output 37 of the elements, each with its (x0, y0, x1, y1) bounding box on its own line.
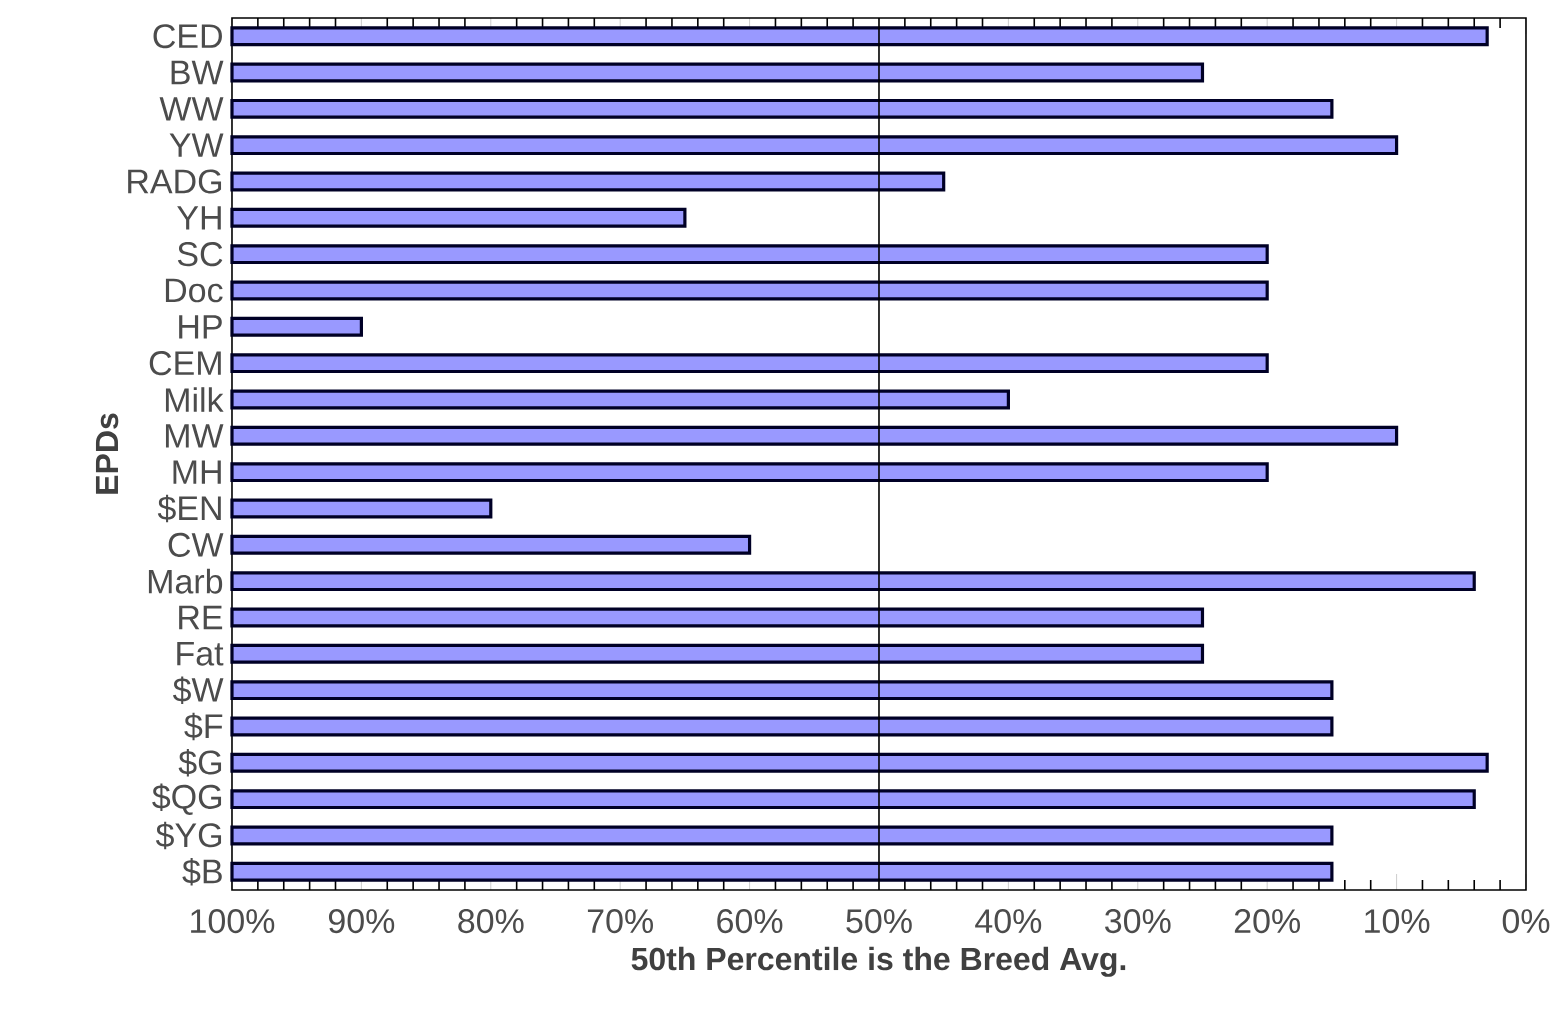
y-tick-label: MW (165, 424, 224, 448)
y-tick-label: $F (184, 712, 223, 741)
x-tick-label: 60% (717, 909, 783, 934)
y-tick-label: Fat (177, 641, 224, 666)
y-tick-label: Marb (148, 568, 223, 594)
x-tick-label: 70% (587, 909, 653, 934)
y-tick-label: SC (177, 242, 223, 267)
y-tick-label: WW (159, 97, 224, 121)
y-tick-label: $YG (155, 821, 222, 850)
y-tick-label: RADG (128, 169, 222, 194)
y-tick-label: $G (178, 749, 222, 777)
x-tick-label: 10% (1365, 909, 1430, 934)
y-tick-label: $B (182, 858, 222, 886)
x-tick-label: 30% (1105, 909, 1171, 934)
y-tick-label: YW (169, 133, 224, 157)
x-tick-label: 40% (975, 909, 1042, 934)
y-axis-title: EPDs (95, 413, 119, 494)
y-tick-label: YH (177, 206, 221, 230)
y-tick-label: HP (179, 315, 222, 339)
y-tick-label: Milk (165, 387, 224, 412)
y-tick-label: $QG (152, 783, 222, 815)
y-tick-label: RE (179, 605, 223, 630)
x-tick-label: 90% (328, 909, 395, 934)
y-tick-label: Doc (165, 278, 223, 303)
y-tick-label: $W (172, 676, 224, 704)
x-axis-title: 50th Percentile is the Breed Avg. (631, 946, 1126, 977)
y-tick-label: MH (173, 460, 221, 484)
x-tick-label: 100% (191, 909, 275, 934)
x-tick-label: 80% (458, 909, 524, 934)
y-tick-label: CED (153, 24, 222, 49)
x-tick-label: 20% (1234, 909, 1300, 934)
y-tick-label: CW (168, 532, 224, 557)
y-tick-label: $EN (157, 494, 221, 523)
x-tick-label: 50% (846, 909, 912, 934)
y-tick-label: BW (171, 60, 224, 85)
y-tick-label: CEM (149, 351, 221, 376)
x-tick-label: 0% (1502, 909, 1550, 934)
